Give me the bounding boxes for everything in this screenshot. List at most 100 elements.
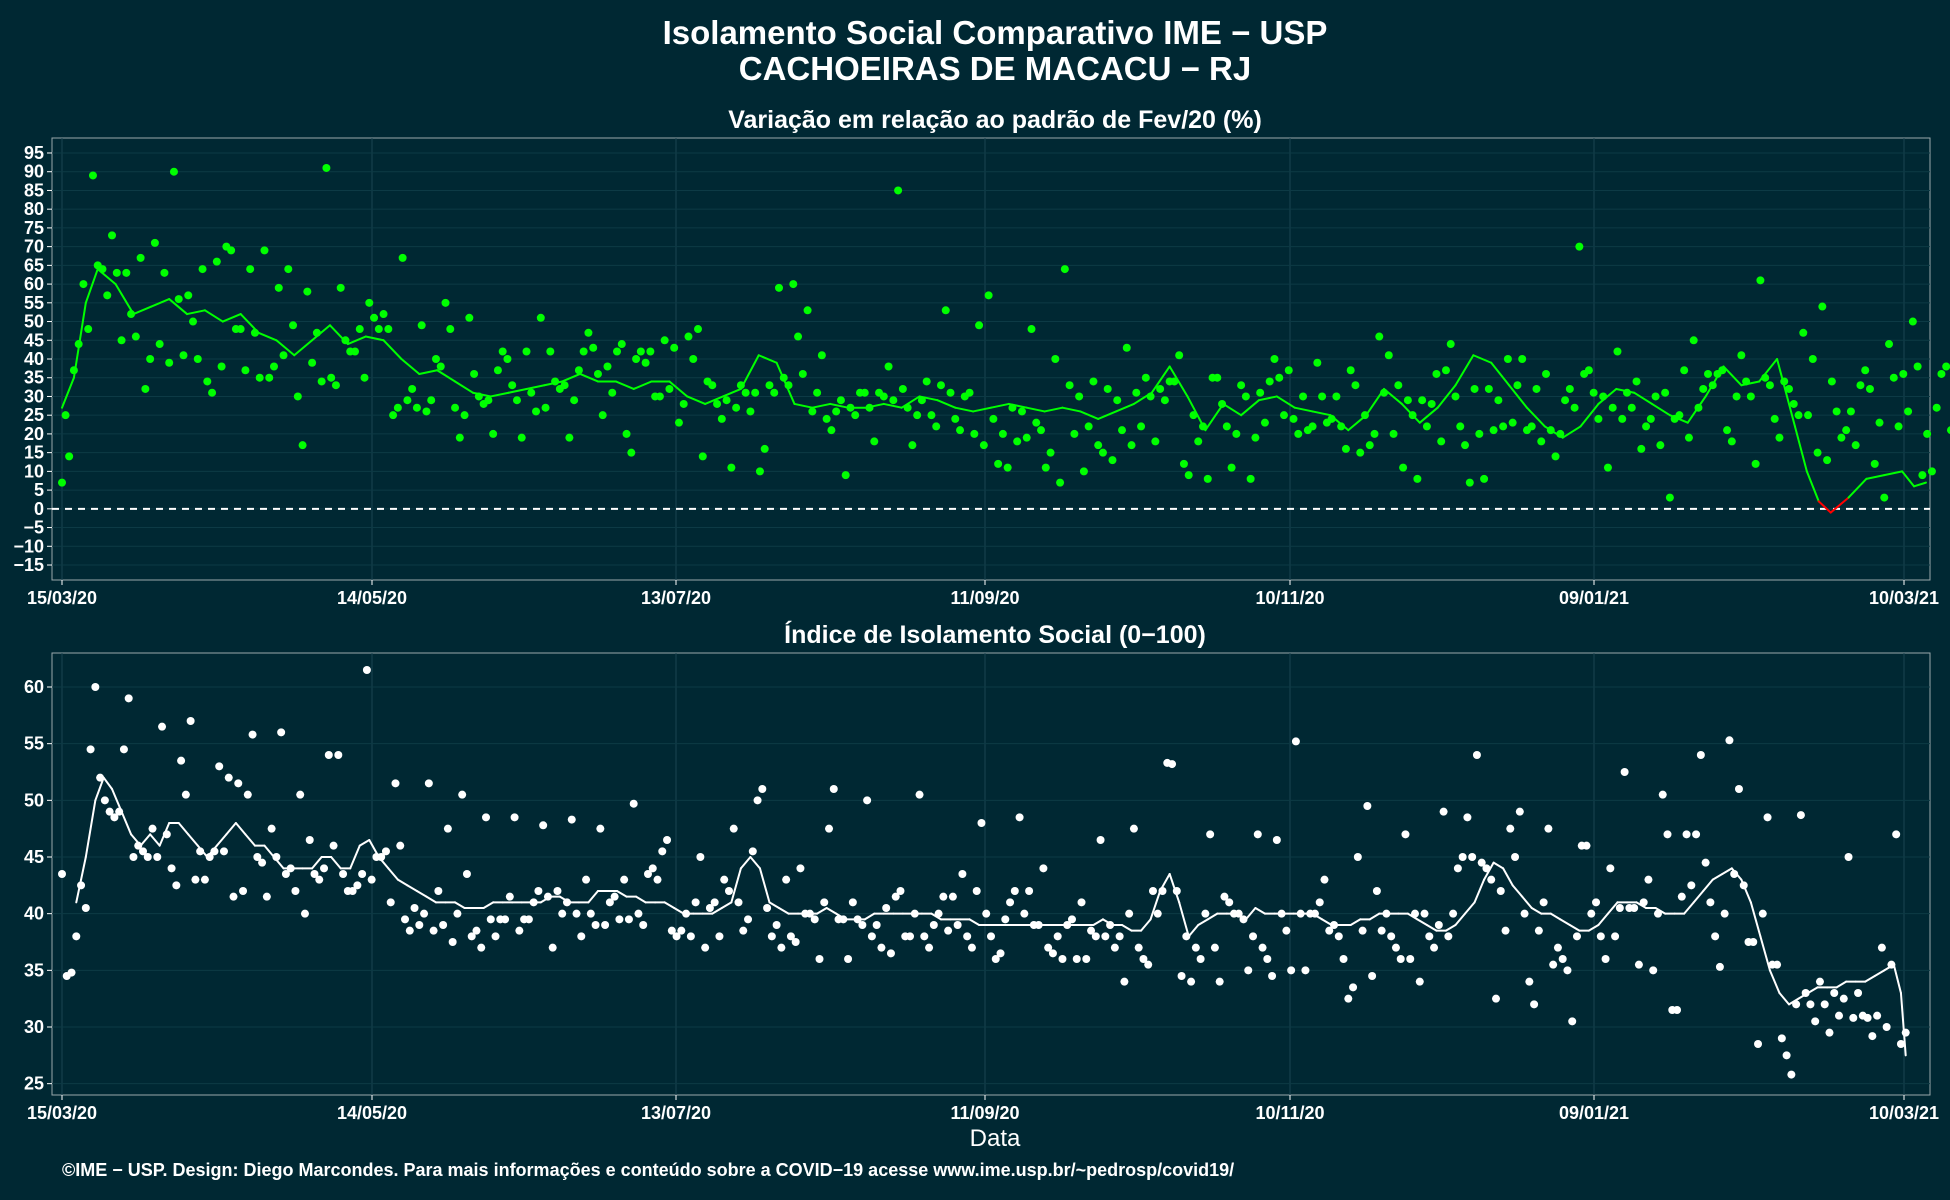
- chart2-data-point: [677, 926, 686, 935]
- chart1-data-point: [1108, 456, 1117, 465]
- chart2-data-point: [1701, 858, 1710, 867]
- chart1-data-point: [1623, 388, 1632, 397]
- chart1-y-tick-label: 20: [24, 424, 44, 444]
- chart2-data-point: [1168, 760, 1177, 769]
- chart2-x-tick-label: 10/11/20: [1255, 1103, 1324, 1123]
- chart1-data-point: [1665, 493, 1674, 502]
- chart2-data-point: [672, 932, 681, 941]
- chart1-line-segment: [1865, 474, 1886, 480]
- chart2-data-point: [1630, 904, 1639, 912]
- chart1-data-point: [1561, 396, 1570, 405]
- chart2-line-segment: [1835, 980, 1848, 989]
- chart2-line-segment: [415, 890, 428, 898]
- chart1-data-point: [1632, 377, 1641, 386]
- chart1-data-point: [1775, 433, 1784, 442]
- chart1-data-point: [1718, 366, 1727, 375]
- chart2-data-point: [1468, 853, 1477, 861]
- chart1-data-point: [570, 396, 579, 405]
- chart2-data-point: [1877, 943, 1886, 952]
- chart2-data-point: [1868, 1032, 1877, 1041]
- chart1-data-point: [365, 298, 374, 307]
- chart2-data-point: [982, 909, 991, 918]
- chart1-data-point: [822, 414, 831, 423]
- chart1-line-segment: [1561, 425, 1582, 439]
- chart2-data-point: [1439, 807, 1448, 816]
- chart1-data-point: [884, 362, 893, 371]
- chart2-data-point: [1525, 977, 1534, 986]
- chart2-data-point: [877, 943, 886, 952]
- chart1-data-point: [1546, 426, 1555, 435]
- chart1-data-point: [493, 366, 502, 375]
- chart1-x-tick-label: 14/05/20: [337, 588, 407, 608]
- chart1-data-point: [1232, 429, 1241, 438]
- chart2-data-point: [582, 875, 591, 884]
- chart1-data-point: [1132, 388, 1141, 397]
- chart2-data-point: [262, 892, 271, 901]
- chart1-data-point: [308, 358, 317, 367]
- chart1-data-point: [779, 373, 788, 382]
- chart1-line-segment: [1847, 477, 1868, 499]
- chart1-line-segment: [1525, 406, 1546, 428]
- chart1-data-point: [1542, 369, 1551, 378]
- chart2-line-segment: [1873, 969, 1886, 977]
- chart1-data-point: [760, 444, 769, 453]
- chart1-data-point: [1156, 384, 1165, 393]
- chart2-line-segment: [1807, 986, 1819, 994]
- chart2-data-point: [844, 955, 853, 963]
- chart2-data-point: [358, 870, 367, 878]
- chart1-line-segment: [1418, 406, 1439, 424]
- chart2-data-point: [939, 892, 948, 901]
- chart2-line-segment: [758, 867, 771, 904]
- chart1-data-point: [1885, 340, 1894, 349]
- chart1-data-point: [312, 328, 321, 337]
- chart1-data-point: [1723, 426, 1732, 435]
- chart1-line-segment: [311, 324, 331, 342]
- chart2-data-point: [1563, 966, 1572, 975]
- chart2-data-point: [1382, 909, 1391, 918]
- chart2-line-segment: [1473, 878, 1486, 904]
- chart2-data-point: [791, 938, 800, 946]
- chart2-line-segment: [102, 776, 114, 790]
- chart2-data-point: [715, 932, 724, 941]
- chart1-data-point: [1122, 343, 1131, 352]
- chart1-line-segment: [1043, 406, 1064, 413]
- chart1-data-point: [155, 340, 164, 349]
- chart1-data-point: [1518, 355, 1527, 363]
- chart2-line-segment: [768, 901, 780, 909]
- chart2-data-point: [805, 909, 814, 918]
- chart1-data-point: [1904, 407, 1913, 416]
- chart2-data-point: [286, 864, 295, 873]
- chart2-data-point: [910, 909, 919, 918]
- chart2-data-point: [1558, 955, 1567, 963]
- chart1-data-point: [122, 268, 131, 277]
- chart2-data-point: [1349, 983, 1358, 992]
- chart1-data-point: [1627, 403, 1636, 412]
- chart1-data-point: [546, 347, 555, 356]
- chart2-data-point: [1401, 830, 1410, 839]
- chart2-data-point: [586, 909, 595, 918]
- chart1-data-point: [1461, 441, 1470, 450]
- chart2-data-point: [1673, 1006, 1682, 1014]
- chart1-data-point: [270, 362, 279, 371]
- chart2-y-tick-label: 50: [24, 790, 44, 810]
- chart1-data-point: [427, 396, 436, 405]
- chart2-data-point: [1201, 909, 1210, 918]
- chart2-data-point: [615, 915, 624, 924]
- chart1-data-point: [1565, 384, 1574, 393]
- chart2-data-point: [1639, 898, 1648, 907]
- chart1-data-point: [1865, 384, 1874, 393]
- chart1-data-point: [136, 253, 145, 262]
- chart1-data-point: [1170, 377, 1179, 386]
- chart1-gridlines: [52, 138, 1930, 580]
- chart1-data-point: [1689, 336, 1698, 345]
- chart1-data-point: [713, 399, 722, 408]
- chart2-data-point: [1896, 1040, 1905, 1048]
- chart1-line-segment: [1633, 391, 1654, 405]
- chart2-data-point: [1615, 904, 1624, 912]
- chart1-data-point: [1337, 422, 1346, 431]
- chart1-line-segment: [1293, 406, 1314, 413]
- chart2-data-point: [529, 898, 538, 907]
- chart2-data-point: [1568, 1017, 1577, 1026]
- chart2-line-segment: [1899, 992, 1907, 1057]
- chart2-line-segment: [711, 907, 723, 915]
